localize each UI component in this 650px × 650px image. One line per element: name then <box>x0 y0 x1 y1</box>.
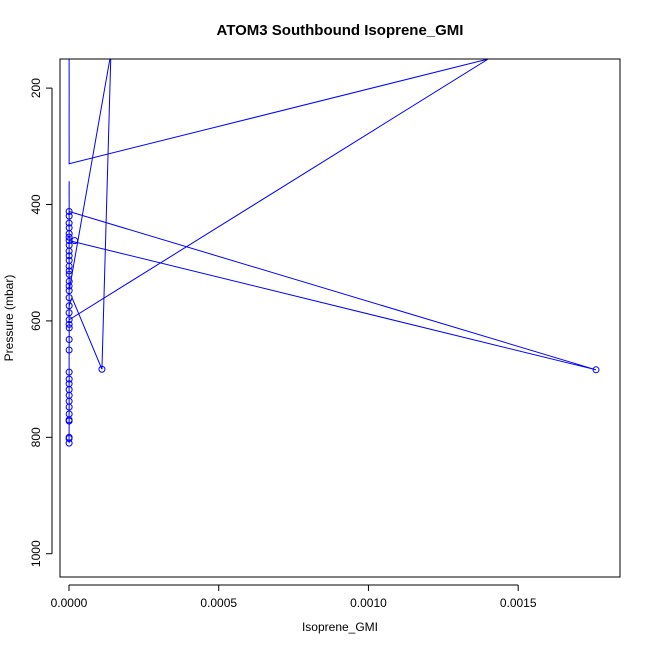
data-point <box>65 324 73 332</box>
data-point <box>65 316 73 324</box>
chart-title: ATOM3 Southbound Isoprene_GMI <box>217 22 464 39</box>
data-point <box>65 368 73 376</box>
y-tick-label: 1000 <box>29 540 43 567</box>
data-point <box>65 252 73 260</box>
data-point <box>65 233 73 241</box>
x-axis: 0.0000 0.0005 0.0010 0.0015 <box>51 584 537 610</box>
data-point <box>65 380 73 388</box>
marker-layer <box>65 207 600 447</box>
data-point <box>65 336 73 344</box>
data-point <box>65 270 73 278</box>
data-point <box>65 267 73 275</box>
data-point <box>65 224 73 232</box>
data-point <box>65 287 73 295</box>
data-point <box>65 294 73 302</box>
plot-frame <box>59 58 621 578</box>
data-point <box>65 277 73 285</box>
data-point <box>65 410 73 418</box>
x-tick-label: 0.0010 <box>350 596 387 610</box>
data-point <box>65 309 73 317</box>
y-axis-label: Pressure (mbar) <box>2 275 16 362</box>
data-point <box>65 219 73 227</box>
data-point <box>65 256 73 264</box>
data-point <box>65 433 73 441</box>
y-tick-label: 800 <box>29 427 43 447</box>
data-point <box>65 302 73 310</box>
x-axis-label: Isoprene_GMI <box>302 620 378 634</box>
x-tick-label: 0.0000 <box>51 596 88 610</box>
data-point <box>65 346 73 354</box>
data-point <box>592 366 600 374</box>
data-point <box>71 237 79 245</box>
data-point <box>65 320 73 328</box>
data-point <box>65 207 73 215</box>
y-axis: 200 400 600 800 1000 <box>29 78 53 567</box>
data-point <box>98 365 106 373</box>
x-tick-label: 0.0015 <box>500 596 537 610</box>
y-tick-label: 600 <box>29 311 43 331</box>
data-point <box>65 212 73 220</box>
y-tick-label: 400 <box>29 194 43 214</box>
data-point <box>65 241 73 249</box>
data-point <box>65 375 73 383</box>
data-point <box>65 282 73 290</box>
x-tick-label: 0.0005 <box>200 596 237 610</box>
y-tick-label: 200 <box>29 78 43 98</box>
